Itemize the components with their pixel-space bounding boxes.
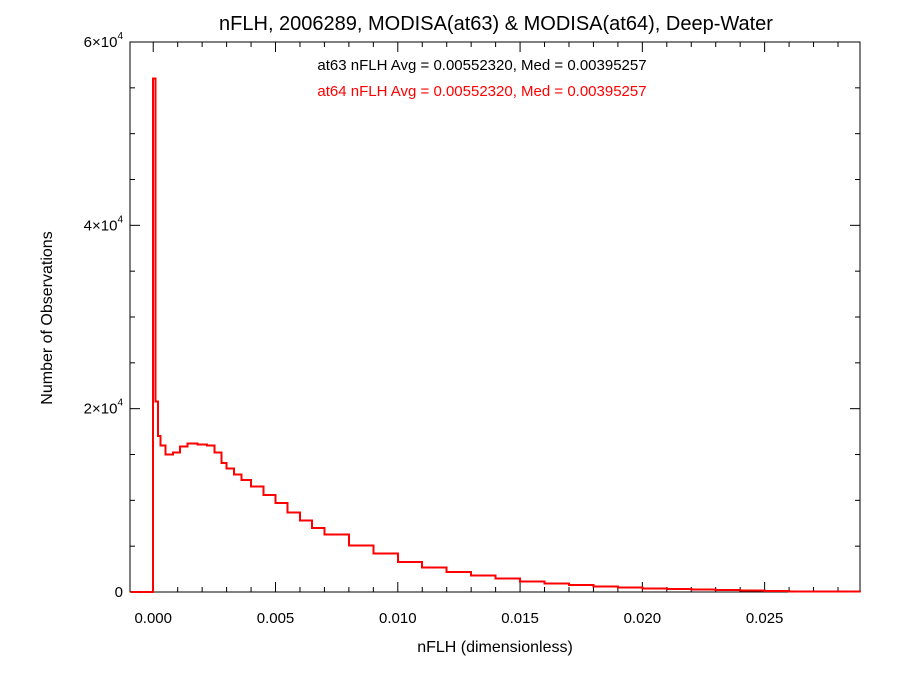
y-tick-label: 2×104 [84, 398, 124, 418]
x-tick-label: 0.025 [746, 610, 784, 627]
annotation-at63: at63 nFLH Avg = 0.00552320, Med = 0.0039… [317, 57, 646, 74]
x-axis-label: nFLH (dimensionless) [417, 639, 573, 656]
plot-frame [129, 41, 861, 593]
y-tick-label: 4×104 [84, 214, 124, 234]
series-step-line-0 [131, 77, 861, 593]
x-tick-label: 0.020 [624, 610, 662, 627]
annotation-at64: at64 nFLH Avg = 0.00552320, Med = 0.0039… [317, 83, 646, 100]
series-group [131, 77, 861, 593]
y-axis-label: Number of Observations [39, 231, 56, 404]
y-tick-label: 0 [115, 584, 123, 601]
axis-ticks [130, 41, 860, 593]
x-tick-label: 0.015 [501, 610, 539, 627]
tick-labels: 0.000 0.005 0.010 0.015 0.020 0.025 0 2×104 4×10… [84, 31, 784, 627]
chart-title: nFLH, 2006289, MODISA(at63) & MODISA(at6… [219, 13, 773, 35]
x-tick-label: 0.000 [134, 610, 172, 627]
y-tick-label: 6×104 [84, 31, 124, 51]
x-tick-label: 0.005 [257, 610, 295, 627]
x-tick-label: 0.010 [379, 610, 417, 627]
